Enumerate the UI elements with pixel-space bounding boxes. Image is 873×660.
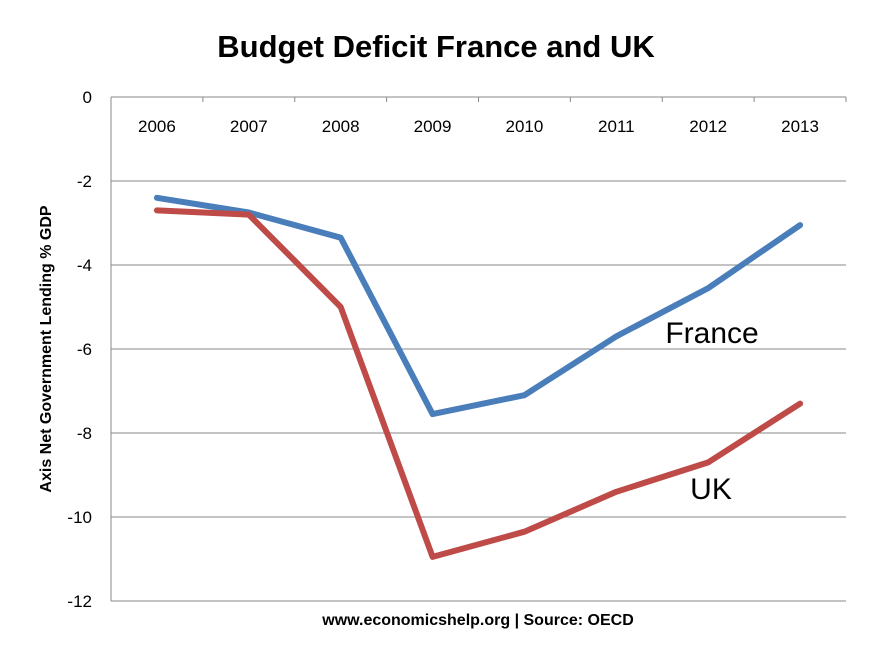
x-tick-label: 2010 (506, 117, 544, 136)
x-tick-labels: 2006 2007 2008 2009 2010 2011 2012 2013 (138, 117, 819, 136)
series-line-france (153, 194, 804, 418)
x-tick-label: 2007 (230, 117, 268, 136)
x-tick-label: 2008 (322, 117, 360, 136)
x-tick-label: 2006 (138, 117, 176, 136)
y-tick-label: -12 (67, 592, 92, 611)
source-note: www.economicshelp.org | Source: OECD (321, 612, 634, 629)
gridlines (110, 96, 847, 602)
series-label-france: France (665, 317, 758, 350)
y-tick-label: -8 (77, 424, 92, 443)
y-tick-labels: 0 -2 -4 -6 -8 -10 -12 (67, 88, 92, 611)
series-lines (153, 194, 804, 560)
y-axis-label: Axis Net Government Lending % GDP (38, 205, 55, 492)
y-tick-label: -10 (67, 508, 92, 527)
x-tick-label: 2013 (781, 117, 819, 136)
series-labels: France UK (665, 317, 758, 506)
y-tick-label: -2 (77, 172, 92, 191)
x-tick-label: 2011 (598, 117, 635, 136)
series-line-uk (153, 207, 804, 560)
chart-title: Budget Deficit France and UK (217, 29, 655, 64)
series-label-uk: UK (690, 473, 732, 506)
y-tick-label: 0 (83, 88, 92, 107)
y-tick-label: -4 (77, 256, 92, 275)
x-tick-label: 2009 (414, 117, 452, 136)
y-tick-label: -6 (77, 340, 92, 359)
x-tick-label: 2012 (689, 117, 727, 136)
